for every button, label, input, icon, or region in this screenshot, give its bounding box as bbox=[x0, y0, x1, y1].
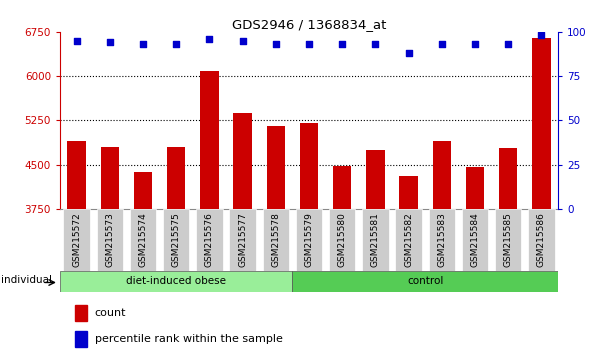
FancyBboxPatch shape bbox=[362, 209, 389, 271]
FancyBboxPatch shape bbox=[64, 209, 90, 271]
Bar bbox=[532, 38, 551, 209]
FancyBboxPatch shape bbox=[263, 209, 289, 271]
Point bbox=[337, 41, 347, 47]
Text: GSM215585: GSM215585 bbox=[504, 212, 513, 267]
Point bbox=[470, 41, 480, 47]
Bar bbox=[67, 141, 86, 209]
Bar bbox=[333, 166, 352, 209]
Point bbox=[205, 36, 214, 42]
FancyBboxPatch shape bbox=[292, 271, 558, 292]
FancyBboxPatch shape bbox=[229, 209, 256, 271]
Text: GSM215578: GSM215578 bbox=[271, 212, 280, 267]
Point bbox=[404, 50, 413, 56]
Point bbox=[371, 41, 380, 47]
FancyBboxPatch shape bbox=[97, 209, 123, 271]
FancyBboxPatch shape bbox=[130, 209, 156, 271]
Point bbox=[105, 40, 115, 45]
FancyBboxPatch shape bbox=[196, 209, 223, 271]
FancyBboxPatch shape bbox=[528, 209, 554, 271]
Bar bbox=[233, 113, 252, 209]
Bar bbox=[499, 148, 517, 209]
Point bbox=[304, 41, 314, 47]
Bar bbox=[167, 147, 185, 209]
Text: GSM215583: GSM215583 bbox=[437, 212, 446, 267]
Point bbox=[138, 41, 148, 47]
Bar bbox=[400, 176, 418, 209]
Point bbox=[536, 33, 546, 38]
Text: diet-induced obese: diet-induced obese bbox=[126, 276, 226, 286]
Bar bbox=[101, 147, 119, 209]
Title: GDS2946 / 1368834_at: GDS2946 / 1368834_at bbox=[232, 18, 386, 31]
Text: GSM215573: GSM215573 bbox=[106, 212, 114, 267]
Bar bbox=[75, 331, 88, 347]
FancyBboxPatch shape bbox=[395, 209, 422, 271]
FancyBboxPatch shape bbox=[60, 271, 292, 292]
Text: individual: individual bbox=[1, 275, 52, 285]
FancyBboxPatch shape bbox=[163, 209, 190, 271]
Point bbox=[72, 38, 82, 44]
Point bbox=[238, 38, 247, 44]
FancyBboxPatch shape bbox=[428, 209, 455, 271]
Bar bbox=[366, 150, 385, 209]
Text: GSM215586: GSM215586 bbox=[537, 212, 546, 267]
Text: control: control bbox=[407, 276, 443, 286]
Bar bbox=[300, 123, 318, 209]
FancyBboxPatch shape bbox=[296, 209, 322, 271]
Text: GSM215581: GSM215581 bbox=[371, 212, 380, 267]
Bar bbox=[200, 72, 218, 209]
Point bbox=[271, 41, 281, 47]
Bar bbox=[75, 305, 88, 321]
Bar bbox=[466, 167, 484, 209]
FancyBboxPatch shape bbox=[462, 209, 488, 271]
Text: count: count bbox=[95, 308, 127, 318]
Point bbox=[503, 41, 513, 47]
Text: GSM215580: GSM215580 bbox=[338, 212, 347, 267]
Text: GSM215575: GSM215575 bbox=[172, 212, 181, 267]
Text: GSM215584: GSM215584 bbox=[470, 212, 479, 267]
FancyBboxPatch shape bbox=[495, 209, 521, 271]
Point bbox=[437, 41, 446, 47]
Bar bbox=[134, 172, 152, 209]
FancyBboxPatch shape bbox=[329, 209, 355, 271]
Text: GSM215574: GSM215574 bbox=[139, 212, 148, 267]
Text: GSM215576: GSM215576 bbox=[205, 212, 214, 267]
Bar bbox=[433, 141, 451, 209]
Text: GSM215572: GSM215572 bbox=[72, 212, 81, 267]
Text: GSM215582: GSM215582 bbox=[404, 212, 413, 267]
Text: GSM215579: GSM215579 bbox=[305, 212, 314, 267]
Bar bbox=[266, 126, 285, 209]
Text: percentile rank within the sample: percentile rank within the sample bbox=[95, 334, 283, 344]
Text: GSM215577: GSM215577 bbox=[238, 212, 247, 267]
Point bbox=[172, 41, 181, 47]
